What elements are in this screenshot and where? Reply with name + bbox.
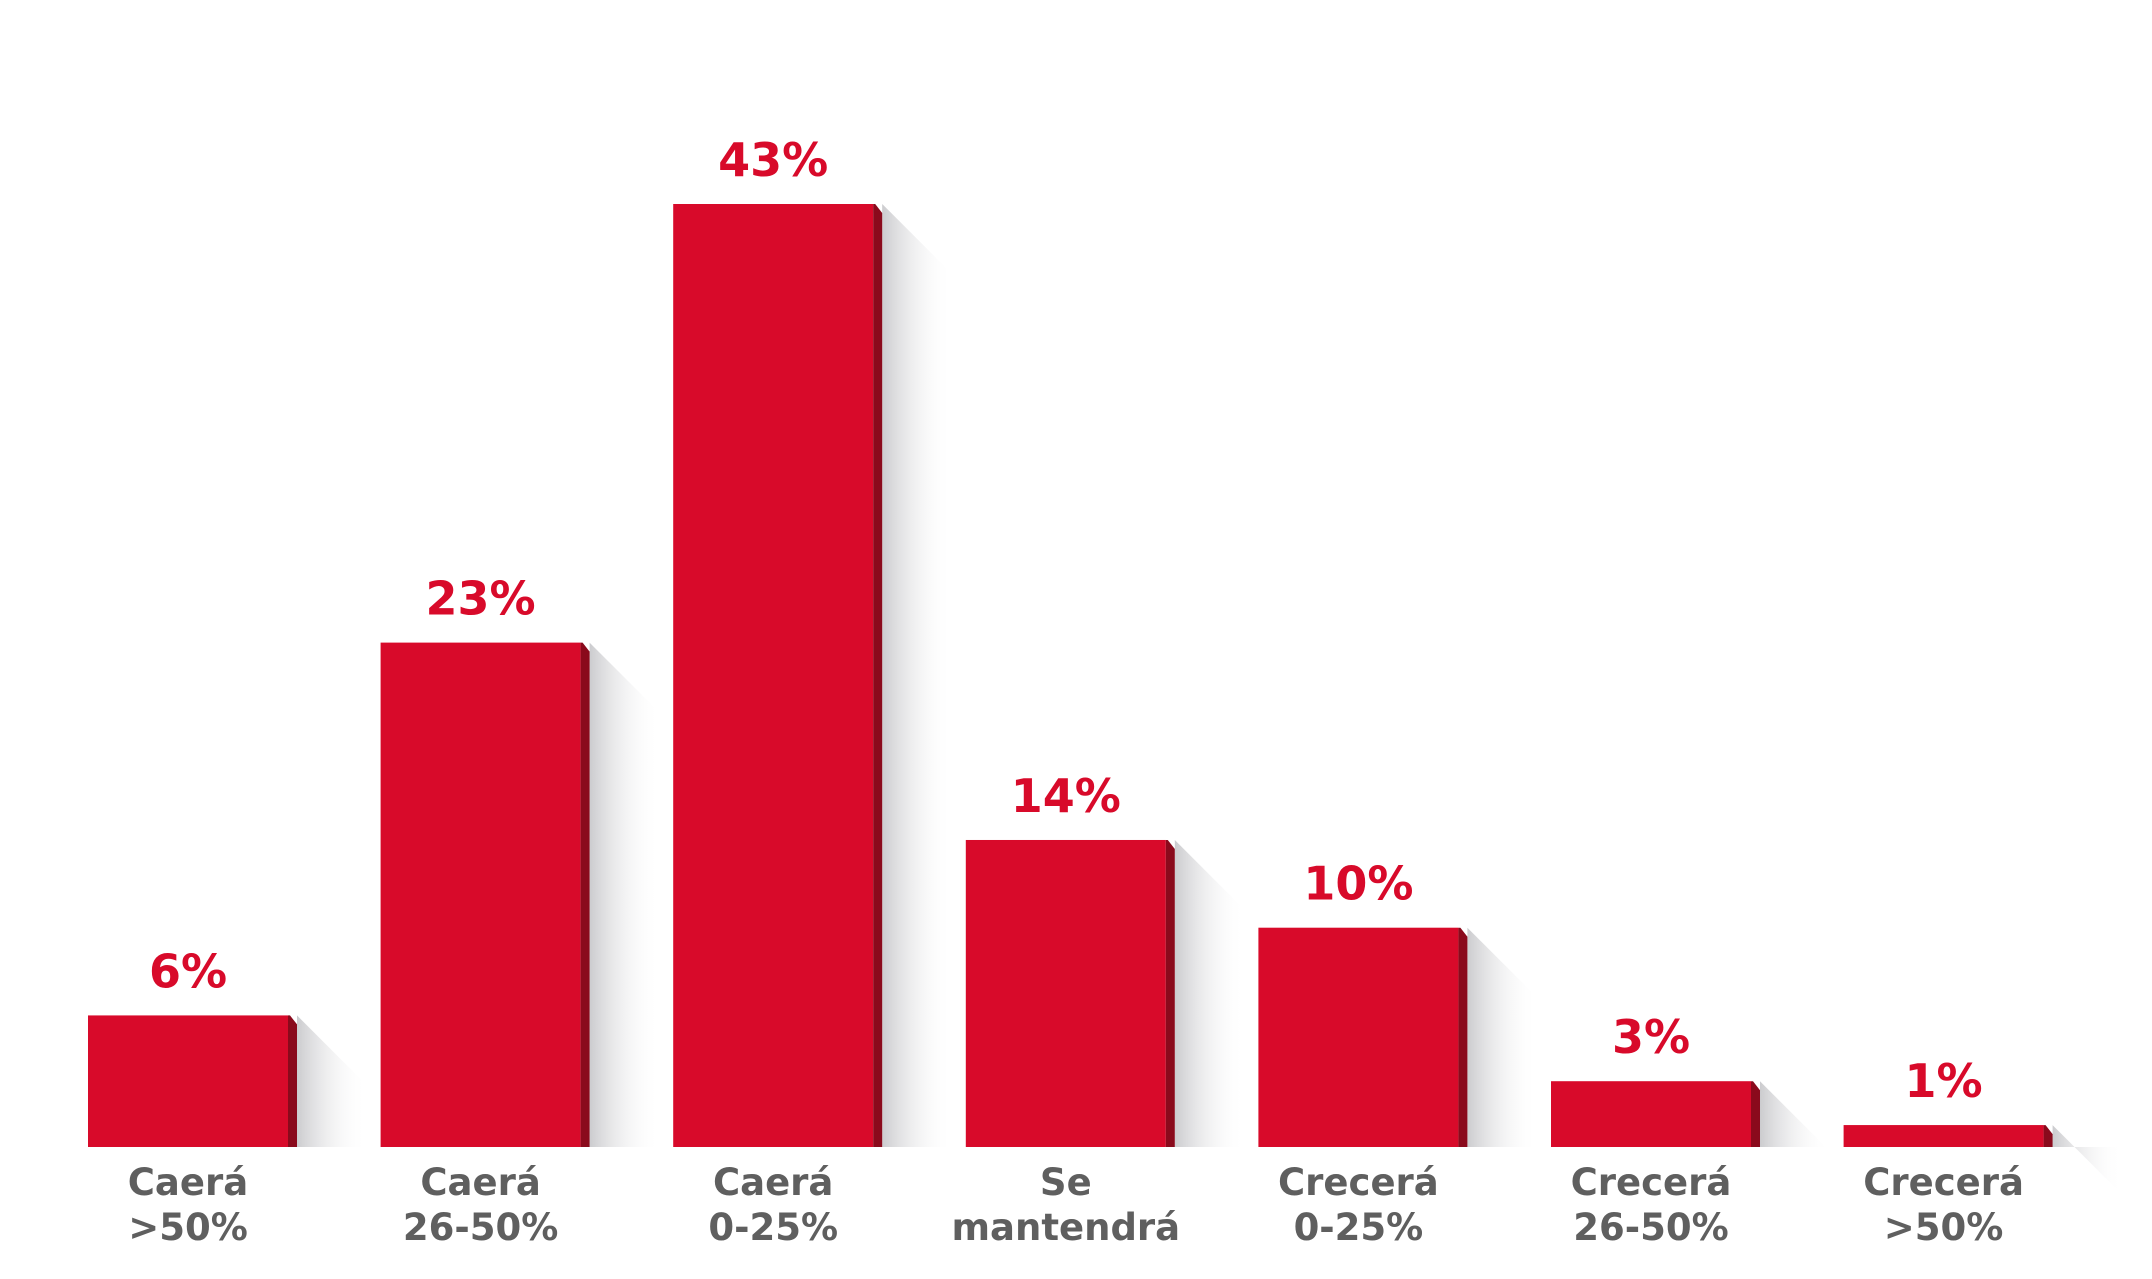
bar (965, 839, 1166, 1147)
bar-side (288, 1015, 297, 1147)
category-label-line: mantendrá (951, 1206, 1180, 1249)
value-label: 1% (1905, 1054, 1983, 1108)
value-labels: 6% 23% 43% 14% 10% 3% 1% (149, 133, 1983, 1108)
bar-side (1458, 927, 1468, 1147)
value-label: 3% (1612, 1010, 1690, 1064)
bar-shadow (297, 1015, 367, 1147)
category-label: Crecerá >50% (1863, 1161, 2024, 1249)
category-label-line: >50% (1884, 1206, 2004, 1249)
category-label: Caerá >50% (128, 1161, 248, 1249)
bar-shadow (1174, 839, 1245, 1147)
category-label-line: 0-25% (708, 1206, 838, 1249)
category-label-line: 26-50% (1573, 1206, 1728, 1249)
bar-shadow (2052, 1125, 2123, 1196)
category-label-line: Caerá (420, 1161, 540, 1204)
category-label-line: Caerá (128, 1161, 248, 1204)
bar-side (580, 642, 590, 1147)
bar (88, 1015, 288, 1147)
bar-shadows (297, 204, 2123, 1196)
category-label: Crecerá 0-25% (1278, 1161, 1439, 1249)
bar-shadow (882, 204, 953, 1147)
value-label: 10% (1303, 857, 1413, 911)
bar (1843, 1125, 2044, 1147)
bars (88, 204, 2053, 1147)
category-label: Se mantendrá (951, 1161, 1180, 1249)
category-label-line: >50% (128, 1206, 248, 1249)
bar-side (1165, 839, 1175, 1147)
value-label: 6% (149, 944, 227, 998)
category-label-line: Caerá (713, 1161, 833, 1204)
bar-side (2043, 1125, 2053, 1147)
bar-side (1751, 1081, 1760, 1147)
category-label-line: 0-25% (1294, 1206, 1424, 1249)
category-label-line: Crecerá (1863, 1161, 2024, 1204)
value-label: 23% (426, 572, 536, 626)
category-label-line: Crecerá (1278, 1161, 1439, 1204)
category-label: Caerá 26-50% (403, 1161, 558, 1249)
category-label: Caerá 0-25% (708, 1161, 838, 1249)
bar (1551, 1081, 1751, 1147)
value-label: 43% (718, 133, 828, 187)
category-label-line: Crecerá (1571, 1161, 1732, 1204)
bar-shadow (1467, 927, 1538, 1147)
bar (673, 204, 874, 1147)
category-label-line: Se (1040, 1161, 1092, 1204)
category-label: Crecerá 26-50% (1571, 1161, 1732, 1249)
value-label: 14% (1011, 769, 1121, 823)
category-label-line: 26-50% (403, 1206, 558, 1249)
bar (1258, 927, 1459, 1147)
bar (380, 642, 581, 1147)
bar-side (873, 204, 883, 1147)
bar-shadow (1760, 1081, 1830, 1152)
category-labels: Caerá >50%Caerá 26-50%Caerá 0-25%Se mantendr… (128, 1161, 2024, 1249)
bar-shadow (589, 642, 660, 1147)
